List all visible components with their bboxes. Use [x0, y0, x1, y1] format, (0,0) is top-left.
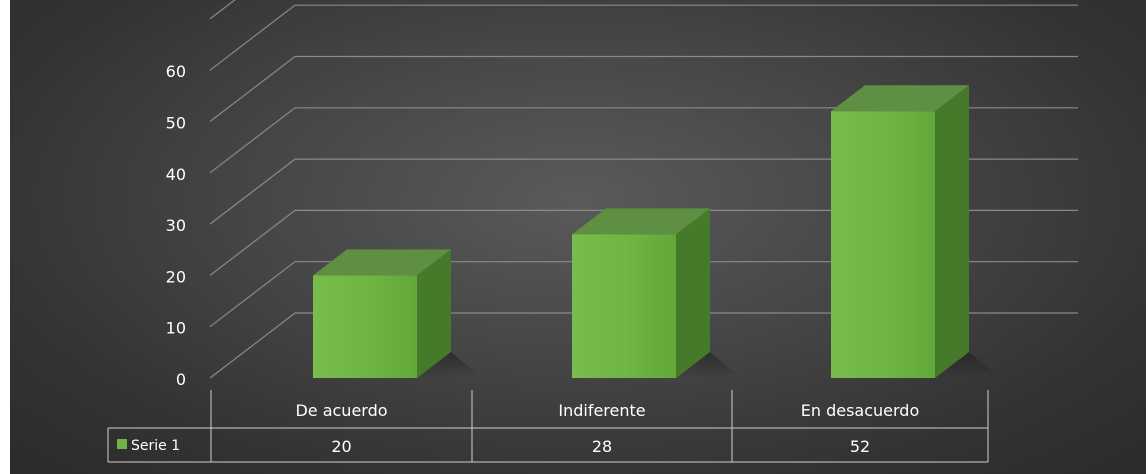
gridline [209, 4, 1078, 71]
gridline [209, 261, 1078, 328]
bar-top [572, 208, 710, 235]
bar [313, 275, 417, 378]
data-table-value: 52 [850, 437, 870, 456]
y-tick-label: 40 [166, 165, 186, 184]
chart-area: 0 10 20 30 40 50 60 De acuerdo Indiferente En de… [10, 0, 1146, 474]
gridline [209, 107, 1078, 174]
y-axis-ticks: 0 10 20 30 40 50 60 [166, 62, 186, 389]
gridline [209, 209, 1078, 276]
gridline [209, 55, 1078, 122]
y-tick-label: 50 [166, 114, 186, 133]
data-table-value: 20 [331, 437, 351, 456]
y-tick-label: 30 [166, 216, 186, 235]
legend-series-name: Serie 1 [131, 438, 180, 454]
bar-chart: 0 10 20 30 40 50 60 De acuerdo Indiferente En de… [107, 0, 1078, 463]
x-category-label: Indiferente [558, 401, 645, 420]
bar-side [417, 249, 451, 378]
y-tick-label: 0 [176, 370, 186, 389]
gridline [209, 312, 1078, 379]
x-category-label: En desacuerdo [801, 401, 920, 420]
bar [831, 111, 935, 379]
gridline [209, 0, 236, 20]
bar-top [831, 85, 969, 112]
bar-side [935, 85, 969, 379]
bar-top [313, 249, 451, 276]
gridline [209, 158, 1078, 225]
y-tick-label: 10 [166, 319, 186, 338]
y-tick-label: 20 [166, 267, 186, 286]
x-category-label: De acuerdo [295, 401, 387, 420]
data-table: De acuerdo Indiferente En desacuerdo Serie … [107, 390, 989, 463]
bars [313, 85, 995, 379]
gridlines [209, 0, 1078, 379]
legend-swatch [117, 439, 127, 449]
y-tick-label: 60 [166, 62, 186, 81]
data-table-value: 28 [592, 437, 612, 456]
bar-side [676, 208, 710, 378]
bar [572, 234, 676, 378]
